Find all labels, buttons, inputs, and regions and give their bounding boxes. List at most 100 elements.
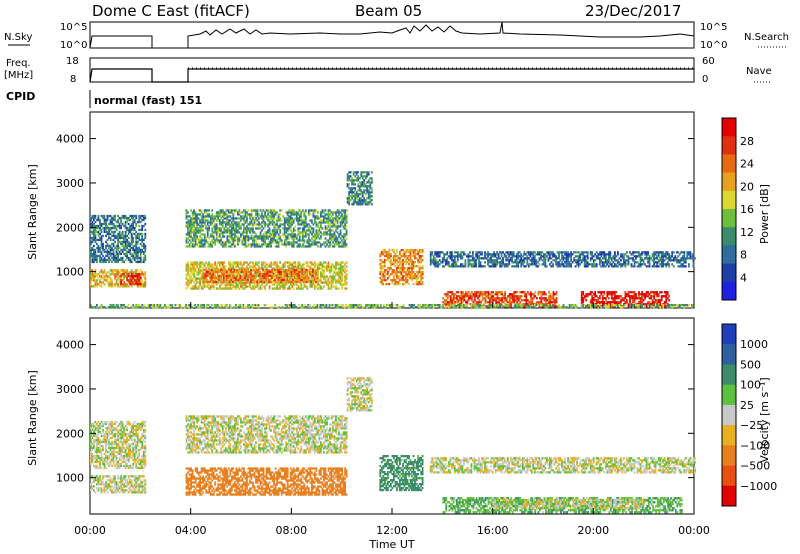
power-cell [220, 209, 223, 212]
power-cell [215, 267, 218, 270]
power-cell [224, 223, 227, 226]
power-cell [289, 272, 292, 275]
power-cell [642, 259, 645, 262]
power-cell [262, 274, 264, 277]
power-cell [142, 246, 145, 250]
power-cell [231, 276, 234, 279]
power-cell [393, 271, 395, 274]
power-cell [607, 253, 610, 256]
power-cell [336, 209, 339, 212]
power-cell [187, 223, 189, 226]
power-cell [253, 215, 256, 218]
power-cell [562, 259, 565, 262]
power-cell [312, 239, 315, 242]
power-cell [468, 291, 470, 294]
power-cell [93, 238, 95, 242]
power-cell [321, 263, 324, 266]
power-cell [191, 279, 194, 282]
power-cell [268, 243, 271, 246]
power-cell [321, 265, 324, 268]
power-cell [227, 287, 230, 290]
power-cell [121, 271, 124, 274]
power-cell [114, 283, 116, 286]
power-cell [391, 249, 394, 252]
power-cell [144, 256, 147, 260]
power-cell [341, 235, 343, 238]
power-cell [558, 257, 560, 260]
power-cell [336, 215, 339, 218]
power-cell [342, 265, 345, 268]
power-cell [451, 291, 454, 294]
power-cell [247, 274, 249, 277]
power-cell [537, 251, 539, 254]
power-cell [420, 271, 422, 274]
power-cell [100, 214, 103, 218]
power-cell [600, 253, 603, 256]
power-cell [348, 197, 350, 200]
power-cell [268, 265, 271, 268]
power-cell [291, 267, 294, 270]
power-cell [213, 270, 216, 274]
power-cell [240, 235, 242, 238]
power-cell [238, 276, 240, 279]
power-cell [315, 217, 318, 220]
power-cell [114, 218, 116, 222]
power-cell [409, 277, 412, 280]
power-cell [268, 239, 271, 242]
power-cell [271, 233, 274, 236]
power-cell [258, 281, 260, 284]
power-cell [332, 221, 334, 224]
power-cell [187, 215, 189, 218]
power-cell [259, 237, 262, 240]
power-cell [452, 255, 455, 258]
power-cell [574, 251, 577, 254]
power-cell [336, 241, 339, 244]
power-cell [434, 261, 437, 264]
power-cell [221, 241, 224, 244]
power-cell [476, 253, 479, 256]
power-cell [211, 229, 214, 232]
power-cell [521, 255, 524, 258]
power-cell [411, 277, 413, 280]
power-cell [100, 238, 103, 242]
power-cell [393, 282, 395, 286]
freq-label-top: Freq. [6, 58, 31, 69]
power-cell [274, 268, 276, 272]
power-cell [267, 223, 269, 226]
power-cell [405, 259, 407, 262]
power-cell [329, 217, 331, 220]
power-cell [348, 171, 350, 174]
power-cell [345, 215, 348, 218]
power-cell [633, 265, 636, 268]
power-cell [341, 285, 343, 288]
power-cell [249, 217, 251, 220]
power-cell [564, 253, 566, 256]
power-cell [109, 273, 112, 276]
power-cell [229, 235, 232, 238]
power-cell [338, 225, 340, 228]
power-cell [243, 225, 245, 228]
power-cell [403, 267, 406, 270]
power-cell [567, 261, 569, 264]
power-cell [318, 261, 321, 264]
power-cell [239, 278, 242, 281]
power-cell [684, 257, 687, 260]
power-cell [460, 253, 462, 256]
power-cell [318, 285, 321, 288]
power-cell [438, 251, 441, 254]
power-cell [484, 261, 486, 264]
power-cell [211, 265, 214, 268]
power-cell [553, 259, 556, 262]
power-cell [141, 214, 144, 218]
power-cell [659, 259, 662, 262]
power-cell [273, 237, 275, 240]
power-cell [261, 287, 263, 290]
power-cell [237, 283, 239, 286]
power-cell [342, 211, 345, 214]
power-cell [327, 213, 330, 216]
power-cell [691, 257, 693, 260]
power-cell [255, 275, 257, 278]
power-cell [314, 243, 316, 246]
power-cell [139, 242, 142, 246]
power-cell [126, 246, 128, 250]
